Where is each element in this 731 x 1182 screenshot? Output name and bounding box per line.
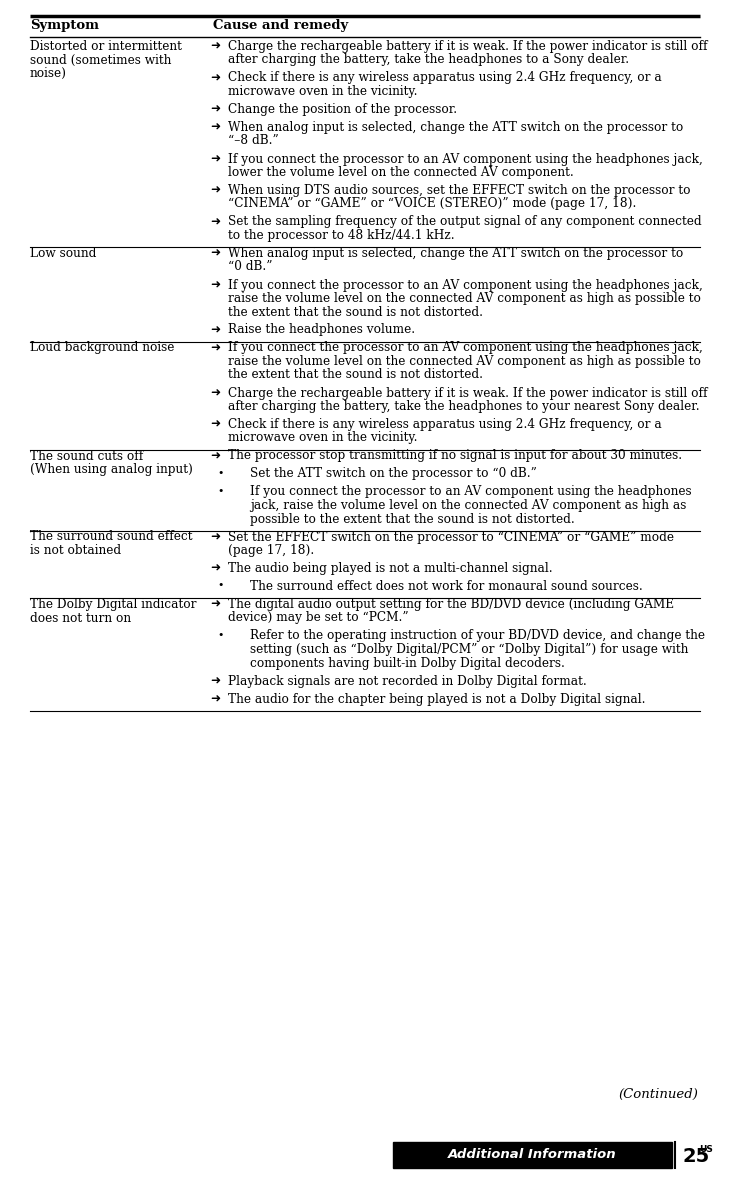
Text: Charge the rechargeable battery if it is weak. If the power indicator is still o: Charge the rechargeable battery if it is… <box>228 387 708 400</box>
Text: possible to the extent that the sound is not distorted.: possible to the extent that the sound is… <box>250 513 575 526</box>
Text: Check if there is any wireless apparatus using 2.4 GHz frequency, or a: Check if there is any wireless apparatus… <box>228 71 662 84</box>
Text: Symptom: Symptom <box>30 19 99 32</box>
Text: ➜: ➜ <box>210 418 220 431</box>
Text: Loud background noise: Loud background noise <box>30 342 175 355</box>
Text: (When using analog input): (When using analog input) <box>30 463 193 476</box>
Text: ➜: ➜ <box>210 598 220 611</box>
Text: ➜: ➜ <box>210 531 220 544</box>
Text: jack, raise the volume level on the connected AV component as high as: jack, raise the volume level on the conn… <box>250 499 686 512</box>
Text: •: • <box>218 580 231 590</box>
Text: Set the ATT switch on the processor to “0 dB.”: Set the ATT switch on the processor to “… <box>250 468 537 481</box>
Text: ➜: ➜ <box>210 184 220 197</box>
Text: “0 dB.”: “0 dB.” <box>228 260 273 273</box>
Text: ➜: ➜ <box>210 387 220 400</box>
Text: •: • <box>218 630 231 639</box>
Text: If you connect the processor to an AV component using the headphones jack,: If you connect the processor to an AV co… <box>228 152 703 165</box>
Text: •: • <box>218 468 231 478</box>
Text: noise): noise) <box>30 67 67 80</box>
Text: The sound cuts off: The sound cuts off <box>30 449 143 462</box>
Text: setting (such as “Dolby Digital/PCM” or “Dolby Digital”) for usage with: setting (such as “Dolby Digital/PCM” or … <box>250 643 689 656</box>
Text: ➜: ➜ <box>210 675 220 688</box>
Text: ➜: ➜ <box>210 279 220 292</box>
Text: If you connect the processor to an AV component using the headphones jack,: If you connect the processor to an AV co… <box>228 279 703 292</box>
Text: to the processor to 48 kHz/44.1 kHz.: to the processor to 48 kHz/44.1 kHz. <box>228 229 455 242</box>
Text: ➜: ➜ <box>210 103 220 116</box>
Text: raise the volume level on the connected AV component as high as possible to: raise the volume level on the connected … <box>228 292 701 305</box>
Text: Check if there is any wireless apparatus using 2.4 GHz frequency, or a: Check if there is any wireless apparatus… <box>228 418 662 431</box>
Text: ➜: ➜ <box>210 121 220 134</box>
Text: Playback signals are not recorded in Dolby Digital format.: Playback signals are not recorded in Dol… <box>228 675 587 688</box>
Text: The surround sound effect: The surround sound effect <box>30 531 192 544</box>
Text: 25: 25 <box>682 1147 709 1165</box>
Text: Refer to the operating instruction of your BD/DVD device, and change the: Refer to the operating instruction of yo… <box>250 630 705 643</box>
Text: does not turn on: does not turn on <box>30 611 131 624</box>
Text: “CINEMA” or “GAME” or “VOICE (STEREO)” mode (page 17, 18).: “CINEMA” or “GAME” or “VOICE (STEREO)” m… <box>228 197 637 210</box>
Text: The audio being played is not a multi-channel signal.: The audio being played is not a multi-ch… <box>228 561 553 574</box>
Text: Raise the headphones volume.: Raise the headphones volume. <box>228 324 415 337</box>
Text: If you connect the processor to an AV component using the headphones jack,: If you connect the processor to an AV co… <box>228 342 703 355</box>
Text: The processor stop transmitting if no signal is input for about 30 minutes.: The processor stop transmitting if no si… <box>228 449 682 462</box>
Text: lower the volume level on the connected AV component.: lower the volume level on the connected … <box>228 165 574 178</box>
Text: after charging the battery, take the headphones to a Sony dealer.: after charging the battery, take the hea… <box>228 53 629 66</box>
Text: microwave oven in the vicinity.: microwave oven in the vicinity. <box>228 85 417 98</box>
Text: Additional Information: Additional Information <box>448 1149 617 1162</box>
Text: ➜: ➜ <box>210 152 220 165</box>
Text: The surround effect does not work for monaural sound sources.: The surround effect does not work for mo… <box>250 580 643 593</box>
Text: When analog input is selected, change the ATT switch on the processor to: When analog input is selected, change th… <box>228 121 683 134</box>
Text: ➜: ➜ <box>210 342 220 355</box>
Text: device) may be set to “PCM.”: device) may be set to “PCM.” <box>228 611 409 624</box>
Text: raise the volume level on the connected AV component as high as possible to: raise the volume level on the connected … <box>228 355 701 368</box>
Text: ➜: ➜ <box>210 215 220 228</box>
Text: ➜: ➜ <box>210 324 220 337</box>
Text: ➜: ➜ <box>210 449 220 462</box>
Text: ➜: ➜ <box>210 693 220 706</box>
Text: the extent that the sound is not distorted.: the extent that the sound is not distort… <box>228 305 483 318</box>
Text: ➜: ➜ <box>210 247 220 260</box>
Text: microwave oven in the vicinity.: microwave oven in the vicinity. <box>228 431 417 444</box>
Text: Change the position of the processor.: Change the position of the processor. <box>228 103 457 116</box>
Text: Charge the rechargeable battery if it is weak. If the power indicator is still o: Charge the rechargeable battery if it is… <box>228 40 708 53</box>
Bar <box>393 1142 672 1168</box>
Text: Low sound: Low sound <box>30 247 96 260</box>
Text: components having built-in Dolby Digital decoders.: components having built-in Dolby Digital… <box>250 656 565 669</box>
Text: US: US <box>699 1145 713 1154</box>
Text: •: • <box>218 486 231 495</box>
Text: (Continued): (Continued) <box>618 1087 698 1100</box>
Text: (page 17, 18).: (page 17, 18). <box>228 544 314 557</box>
Text: Set the EFFECT switch on the processor to “CINEMA” or “GAME” mode: Set the EFFECT switch on the processor t… <box>228 531 674 544</box>
Text: after charging the battery, take the headphones to your nearest Sony dealer.: after charging the battery, take the hea… <box>228 400 700 413</box>
Text: ➜: ➜ <box>210 561 220 574</box>
Text: Cause and remedy: Cause and remedy <box>213 19 348 32</box>
Text: ➜: ➜ <box>210 40 220 53</box>
Text: When analog input is selected, change the ATT switch on the processor to: When analog input is selected, change th… <box>228 247 683 260</box>
Text: Distorted or intermittent: Distorted or intermittent <box>30 40 182 53</box>
Text: The digital audio output setting for the BD/DVD device (including GAME: The digital audio output setting for the… <box>228 598 674 611</box>
Text: the extent that the sound is not distorted.: the extent that the sound is not distort… <box>228 369 483 382</box>
Text: The Dolby Digital indicator: The Dolby Digital indicator <box>30 598 197 611</box>
Text: ➜: ➜ <box>210 71 220 84</box>
Text: Set the sampling frequency of the output signal of any component connected: Set the sampling frequency of the output… <box>228 215 702 228</box>
Text: When using DTS audio sources, set the EFFECT switch on the processor to: When using DTS audio sources, set the EF… <box>228 184 691 197</box>
Text: sound (sometimes with: sound (sometimes with <box>30 53 171 66</box>
Text: If you connect the processor to an AV component using the headphones: If you connect the processor to an AV co… <box>250 486 692 499</box>
Text: is not obtained: is not obtained <box>30 544 121 557</box>
Text: “–8 dB.”: “–8 dB.” <box>228 135 279 148</box>
Text: The audio for the chapter being played is not a Dolby Digital signal.: The audio for the chapter being played i… <box>228 693 645 706</box>
